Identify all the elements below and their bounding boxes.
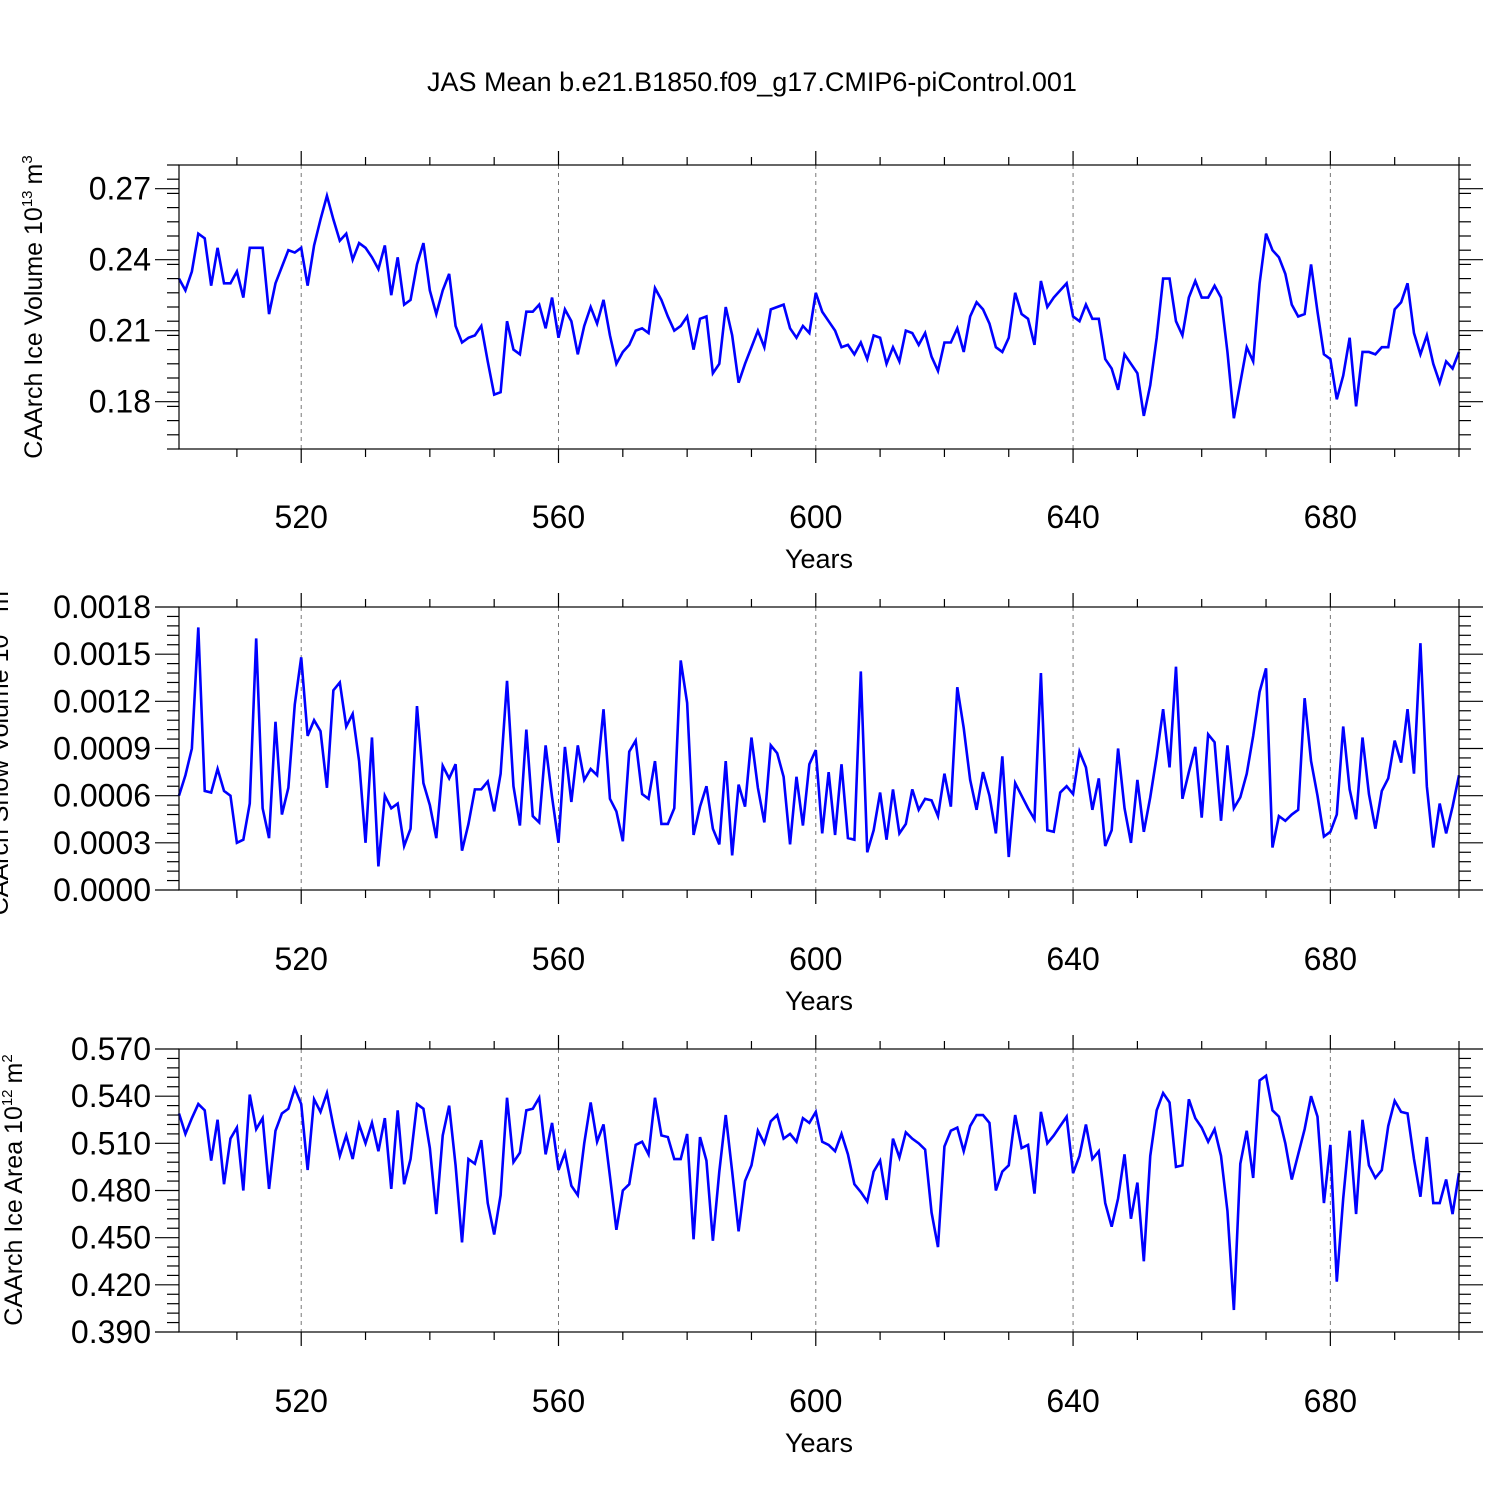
panel-2-y-label-text: CAArch Snow Volume 10 xyxy=(0,635,14,916)
panel-1-y-label-unit: m xyxy=(20,164,48,185)
panel-3-y-label-unit-exponent: 2 xyxy=(0,1054,16,1062)
panel-2-y-tick-label: 0.0003 xyxy=(53,825,151,861)
panel-3-x-axis-label: Years xyxy=(785,1428,853,1458)
panel-1-x-tick-label: 640 xyxy=(1046,499,1099,535)
panel-2-y-tick-label: 0.0018 xyxy=(53,589,151,625)
panel-3-y-label-text: CAArch Ice Area 10 xyxy=(0,1106,28,1326)
panel-1-frame xyxy=(178,164,1460,450)
panel-1-y-label-unit-exponent: 3 xyxy=(19,155,36,163)
panel-1-minor-ticks xyxy=(155,151,1483,463)
panel-2-y-tick-labels: 0.0000 0.0003 0.0006 0.0009 0.0012 0.0015 0.00… xyxy=(53,589,151,908)
panel-3-y-tick-label: 0.480 xyxy=(71,1173,151,1209)
panel-2-x-tick-label: 520 xyxy=(275,941,328,977)
panel-3-x-tick-label: 680 xyxy=(1304,1383,1357,1419)
panel-1-x-tick-label: 520 xyxy=(275,499,328,535)
panel-2-x-tick-label: 640 xyxy=(1046,941,1099,977)
panel-1-y-tick-label: 0.27 xyxy=(89,171,151,207)
panel-3-y-label-exponent: 12 xyxy=(0,1089,16,1106)
panel-1-y-label-exponent: 13 xyxy=(19,190,36,207)
panel-1-gridlines xyxy=(300,165,1331,449)
panel-3-y-tick-label: 0.570 xyxy=(71,1031,151,1067)
panel-2-y-tick-label: 0.0012 xyxy=(53,683,151,719)
panel-2-gridlines xyxy=(300,607,1331,890)
panel-2-x-axis-label: Years xyxy=(785,986,853,1016)
panel-1-y-label-text: CAArch Ice Volume 10 xyxy=(20,207,48,459)
panel-3-minor-ticks xyxy=(155,1035,1483,1346)
panel-1-x-axis-label: Years xyxy=(785,544,853,574)
panel-2-y-tick-label: 0.0006 xyxy=(53,778,151,814)
panel-3-x-tick-label: 520 xyxy=(275,1383,328,1419)
panel-3-x-tick-labels: 520 560 600 640 680 xyxy=(275,1383,1358,1419)
panel-1-y-tick-label: 0.21 xyxy=(89,313,151,349)
panel-2-y-label-unit-exponent: 3 xyxy=(0,583,2,591)
panel-2-y-tick-label: 0.0000 xyxy=(53,872,151,908)
panel-3-y-tick-label: 0.420 xyxy=(71,1267,151,1303)
panel-2-series-line xyxy=(177,627,1461,867)
panel-2-frame xyxy=(178,606,1460,891)
panel-1-y-tick-label: 0.18 xyxy=(89,384,151,420)
panel-snow-volume: 0.0000 0.0003 0.0006 0.0009 0.0012 0.0015 0.00… xyxy=(0,583,1483,1016)
panel-2-x-tick-label: 600 xyxy=(789,941,842,977)
panel-3-y-tick-label: 0.390 xyxy=(71,1314,151,1350)
panel-1-series xyxy=(177,190,1461,419)
panel-1-y-axis-label: CAArch Ice Volume 1013 m3 xyxy=(19,155,48,458)
panel-3-y-tick-label: 0.450 xyxy=(71,1220,151,1256)
panel-ice-volume: 0.18 0.21 0.24 0.27 520 560 600 640 680 Years C… xyxy=(19,151,1483,574)
panel-3-y-tick-labels: 0.390 0.420 0.450 0.480 0.510 0.540 0.570 xyxy=(71,1031,151,1350)
panel-1-y-tick-labels: 0.18 0.21 0.24 0.27 xyxy=(89,171,151,420)
panel-3-frame xyxy=(178,1048,1460,1333)
panel-3-x-tick-label: 640 xyxy=(1046,1383,1099,1419)
panel-3-y-tick-label: 0.540 xyxy=(71,1078,151,1114)
panel-2-y-label-unit: m xyxy=(0,591,14,612)
panel-2-y-label-exponent: 13 xyxy=(0,618,2,635)
panel-3-y-label-unit: m xyxy=(0,1063,28,1084)
panel-2-minor-ticks xyxy=(155,593,1483,904)
panel-3-series xyxy=(177,1073,1461,1311)
panel-3-x-tick-label: 560 xyxy=(532,1383,585,1419)
panel-1-x-tick-labels: 520 560 600 640 680 xyxy=(275,499,1358,535)
panel-2-x-tick-label: 560 xyxy=(532,941,585,977)
panel-1-x-tick-label: 680 xyxy=(1304,499,1357,535)
panel-1-x-tick-label: 560 xyxy=(532,499,585,535)
panel-2-y-tick-label: 0.0015 xyxy=(53,636,151,672)
panel-1-y-tick-label: 0.24 xyxy=(89,242,151,278)
panel-2-x-tick-label: 680 xyxy=(1304,941,1357,977)
panel-2-series xyxy=(177,627,1461,867)
panel-3-x-tick-label: 600 xyxy=(789,1383,842,1419)
panel-2-y-axis-label: CAArch Snow Volume 1013 m3 xyxy=(0,583,14,916)
figure-title: JAS Mean b.e21.B1850.f09_g17.CMIP6-piCon… xyxy=(427,67,1077,97)
panel-3-y-axis-label: CAArch Ice Area 1012 m2 xyxy=(0,1054,28,1325)
panel-1-x-tick-label: 600 xyxy=(789,499,842,535)
panel-2-x-tick-labels: 520 560 600 640 680 xyxy=(275,941,1358,977)
panel-3-gridlines xyxy=(300,1049,1331,1332)
panel-2-y-tick-label: 0.0009 xyxy=(53,731,151,767)
panel-3-y-tick-label: 0.510 xyxy=(71,1125,151,1161)
panel-1-series-line xyxy=(177,190,1461,419)
panel-3-series-line xyxy=(177,1073,1461,1311)
